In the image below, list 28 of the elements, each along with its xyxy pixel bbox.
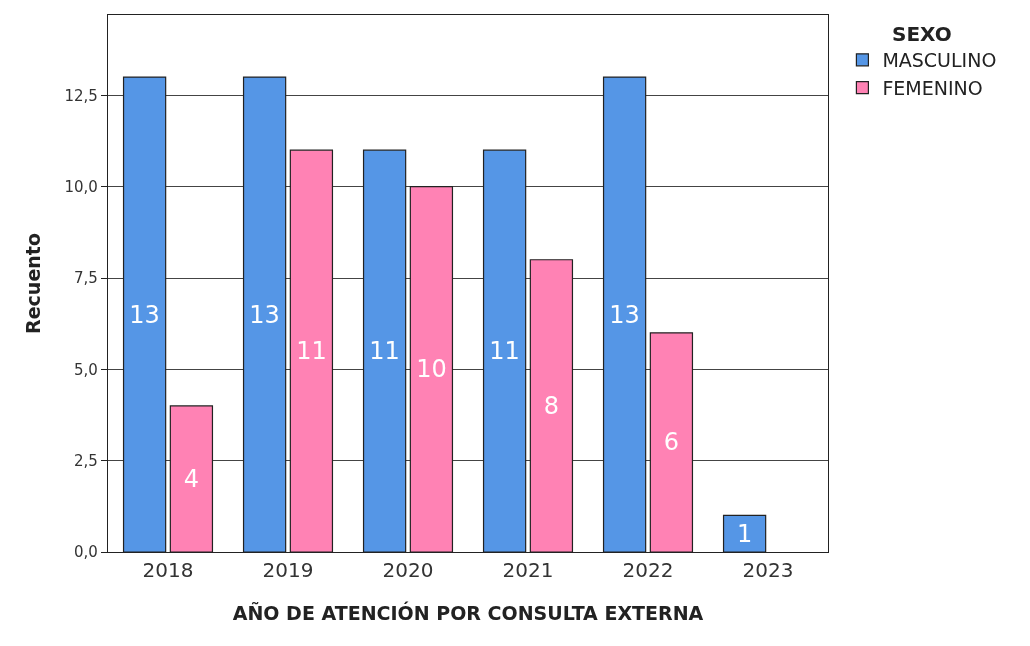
x-tick-label: 2022: [622, 558, 674, 583]
data-label: 1: [736, 519, 753, 548]
y-tick-label: 5,0: [74, 360, 98, 379]
data-label: 11: [489, 337, 520, 366]
y-tick-label: 10,0: [64, 177, 98, 196]
legend-label: MASCULINO: [882, 49, 997, 72]
data-label: 10: [416, 355, 447, 384]
x-tick-label: 2019: [262, 558, 314, 583]
x-tick-label: 2023: [742, 558, 794, 583]
data-label: 13: [129, 300, 160, 329]
x-tick-label: 2020: [382, 558, 434, 583]
data-label: 4: [183, 464, 200, 493]
data-label: 13: [249, 300, 280, 329]
y-tick-label: 0,0: [74, 543, 98, 562]
y-tick-label: 12,5: [64, 86, 98, 105]
legend-title: SEXO: [892, 22, 952, 46]
data-label: 11: [296, 337, 327, 366]
data-label: 13: [609, 300, 640, 329]
data-label: 6: [663, 428, 680, 457]
y-tick-label: 7,5: [74, 269, 98, 288]
x-tick-label: 2021: [502, 558, 554, 583]
y-tick-label: 2,5: [74, 451, 98, 470]
x-tick-label: 2018: [142, 558, 194, 583]
data-label: 8: [543, 391, 560, 420]
x-axis-title: AÑO DE ATENCIÓN POR CONSULTA EXTERNA: [232, 600, 704, 624]
y-axis-title: Recuento: [22, 233, 45, 334]
data-label: 11: [369, 337, 400, 366]
legend-label: FEMENINO: [882, 76, 983, 99]
